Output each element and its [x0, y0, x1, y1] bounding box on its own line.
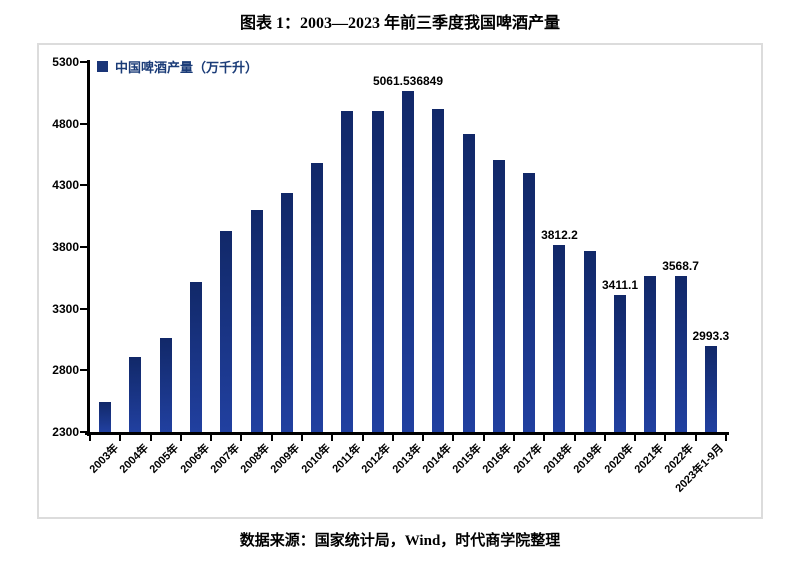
- bar: [462, 134, 475, 432]
- x-axis-tick-mark: [694, 435, 697, 441]
- y-axis-line: [87, 60, 90, 436]
- bar: [280, 193, 293, 432]
- x-axis-tick-mark: [270, 435, 273, 441]
- bar-data-label-text: 3568.7: [662, 258, 699, 273]
- x-axis-tick-mark: [361, 435, 364, 441]
- source-note: 数据来源：国家统计局，Wind，时代商学院整理: [239, 533, 561, 549]
- bar: [432, 108, 445, 432]
- x-axis-label-text: 2004年: [117, 442, 152, 476]
- y-axis-tick-mark: [80, 184, 87, 187]
- x-axis-tick-mark: [119, 435, 122, 441]
- x-axis-label-text: 2003年: [87, 442, 121, 476]
- legend: 中国啤酒产量（万千升）: [97, 57, 258, 76]
- x-axis-label-text: 2021年: [632, 442, 666, 476]
- x-axis-line: [85, 432, 729, 435]
- y-axis-tick-label: 3800: [52, 240, 79, 254]
- bar: [220, 230, 233, 432]
- x-axis-label-text: 2012年: [359, 442, 394, 476]
- x-axis-tick-mark: [634, 435, 637, 441]
- x-axis-tick-mark: [422, 435, 425, 441]
- chart-frame: 5300 4800 4300 3800 3300 2800 2300 2003年 2004年 20…: [37, 43, 763, 519]
- x-axis-label-text: 2007年: [208, 442, 242, 476]
- bar-data-label-text: 5061.536849: [372, 74, 444, 89]
- x-axis-label-text: 2006年: [178, 442, 212, 476]
- bar: [402, 91, 414, 432]
- x-axis-label-text: 2018年: [541, 442, 576, 476]
- bar-data-label-text: 3812.2: [541, 228, 578, 243]
- y-axis-tick-mark: [80, 122, 87, 125]
- x-axis-tick-mark: [664, 435, 667, 441]
- x-axis-tick-mark: [149, 435, 152, 441]
- bar: [159, 338, 172, 432]
- y-axis-tick-label: 3300: [52, 301, 79, 316]
- x-axis-tick-mark: [210, 435, 213, 441]
- bar: [553, 245, 566, 432]
- bar: [99, 402, 112, 432]
- x-axis-label-text: 2008年: [238, 442, 273, 476]
- y-axis-tick-mark: [80, 431, 87, 433]
- bar: [250, 209, 263, 432]
- x-axis-label-text: 2016年: [480, 442, 515, 476]
- bar-data-label-text: 3411.1: [601, 277, 639, 292]
- x-axis-label-text: 2013年: [390, 442, 424, 476]
- x-axis-label-text: 2009年: [268, 442, 303, 476]
- y-axis-tick-label: 2800: [52, 363, 79, 378]
- x-axis-label-text: 2014年: [420, 442, 454, 476]
- bar: [492, 159, 505, 432]
- x-axis-tick-mark: [603, 435, 606, 441]
- bar: [341, 111, 354, 432]
- chart-figure-title: 图表 1：2003—2023 年前三季度我国啤酒产量: [239, 15, 560, 32]
- y-axis-tick-mark: [80, 307, 87, 310]
- y-axis-tick-label: 5300: [52, 55, 79, 69]
- y-axis-tick-mark: [80, 61, 87, 63]
- x-axis-tick-mark: [391, 435, 394, 441]
- y-axis-tick-mark: [80, 369, 87, 372]
- legend-label: 中国啤酒产量（万千升）: [115, 60, 259, 75]
- x-axis-tick-mark: [301, 435, 303, 441]
- y-axis-tick-mark: [80, 246, 87, 248]
- bar: [190, 282, 202, 432]
- x-axis-label-text: 2011年: [329, 442, 364, 476]
- bar: [644, 276, 657, 432]
- x-axis-label-text: 2015年: [450, 442, 485, 476]
- bar: [674, 275, 687, 432]
- x-axis-tick-mark: [573, 435, 576, 441]
- x-axis-tick-mark: [543, 435, 546, 441]
- bar: [704, 346, 717, 432]
- x-axis-label-text: 2005年: [147, 442, 182, 476]
- x-axis-tick-mark: [513, 435, 515, 441]
- y-axis-tick-label: 4800: [52, 116, 79, 131]
- bar: [523, 172, 536, 432]
- bar: [583, 251, 596, 432]
- plot-area: 5300 4800 4300 3800 3300 2800 2300 2003年 2004年 20…: [39, 45, 761, 517]
- x-axis-tick-mark: [452, 435, 455, 441]
- bar: [614, 294, 626, 432]
- x-axis-tick-mark: [482, 435, 485, 441]
- x-axis-tick-mark: [179, 435, 182, 441]
- x-axis-label-text: 2017年: [511, 442, 545, 476]
- legend-swatch-icon: [97, 61, 108, 72]
- bar: [129, 356, 142, 432]
- x-axis-label-text: 2020年: [602, 442, 636, 476]
- x-axis-tick-mark: [89, 435, 91, 441]
- bar: [311, 162, 324, 432]
- bar-data-label-text: 2993.3: [692, 329, 730, 344]
- x-axis-tick-mark: [331, 435, 334, 441]
- y-axis-tick-label: 4300: [52, 178, 79, 193]
- x-axis-tick-mark: [725, 435, 727, 441]
- x-axis-label-text: 2010年: [299, 442, 333, 476]
- y-axis-tick-label: 2300: [52, 425, 79, 439]
- x-axis-label-text: 2019年: [571, 442, 606, 476]
- x-axis-tick-mark: [240, 435, 243, 441]
- bar: [371, 111, 384, 432]
